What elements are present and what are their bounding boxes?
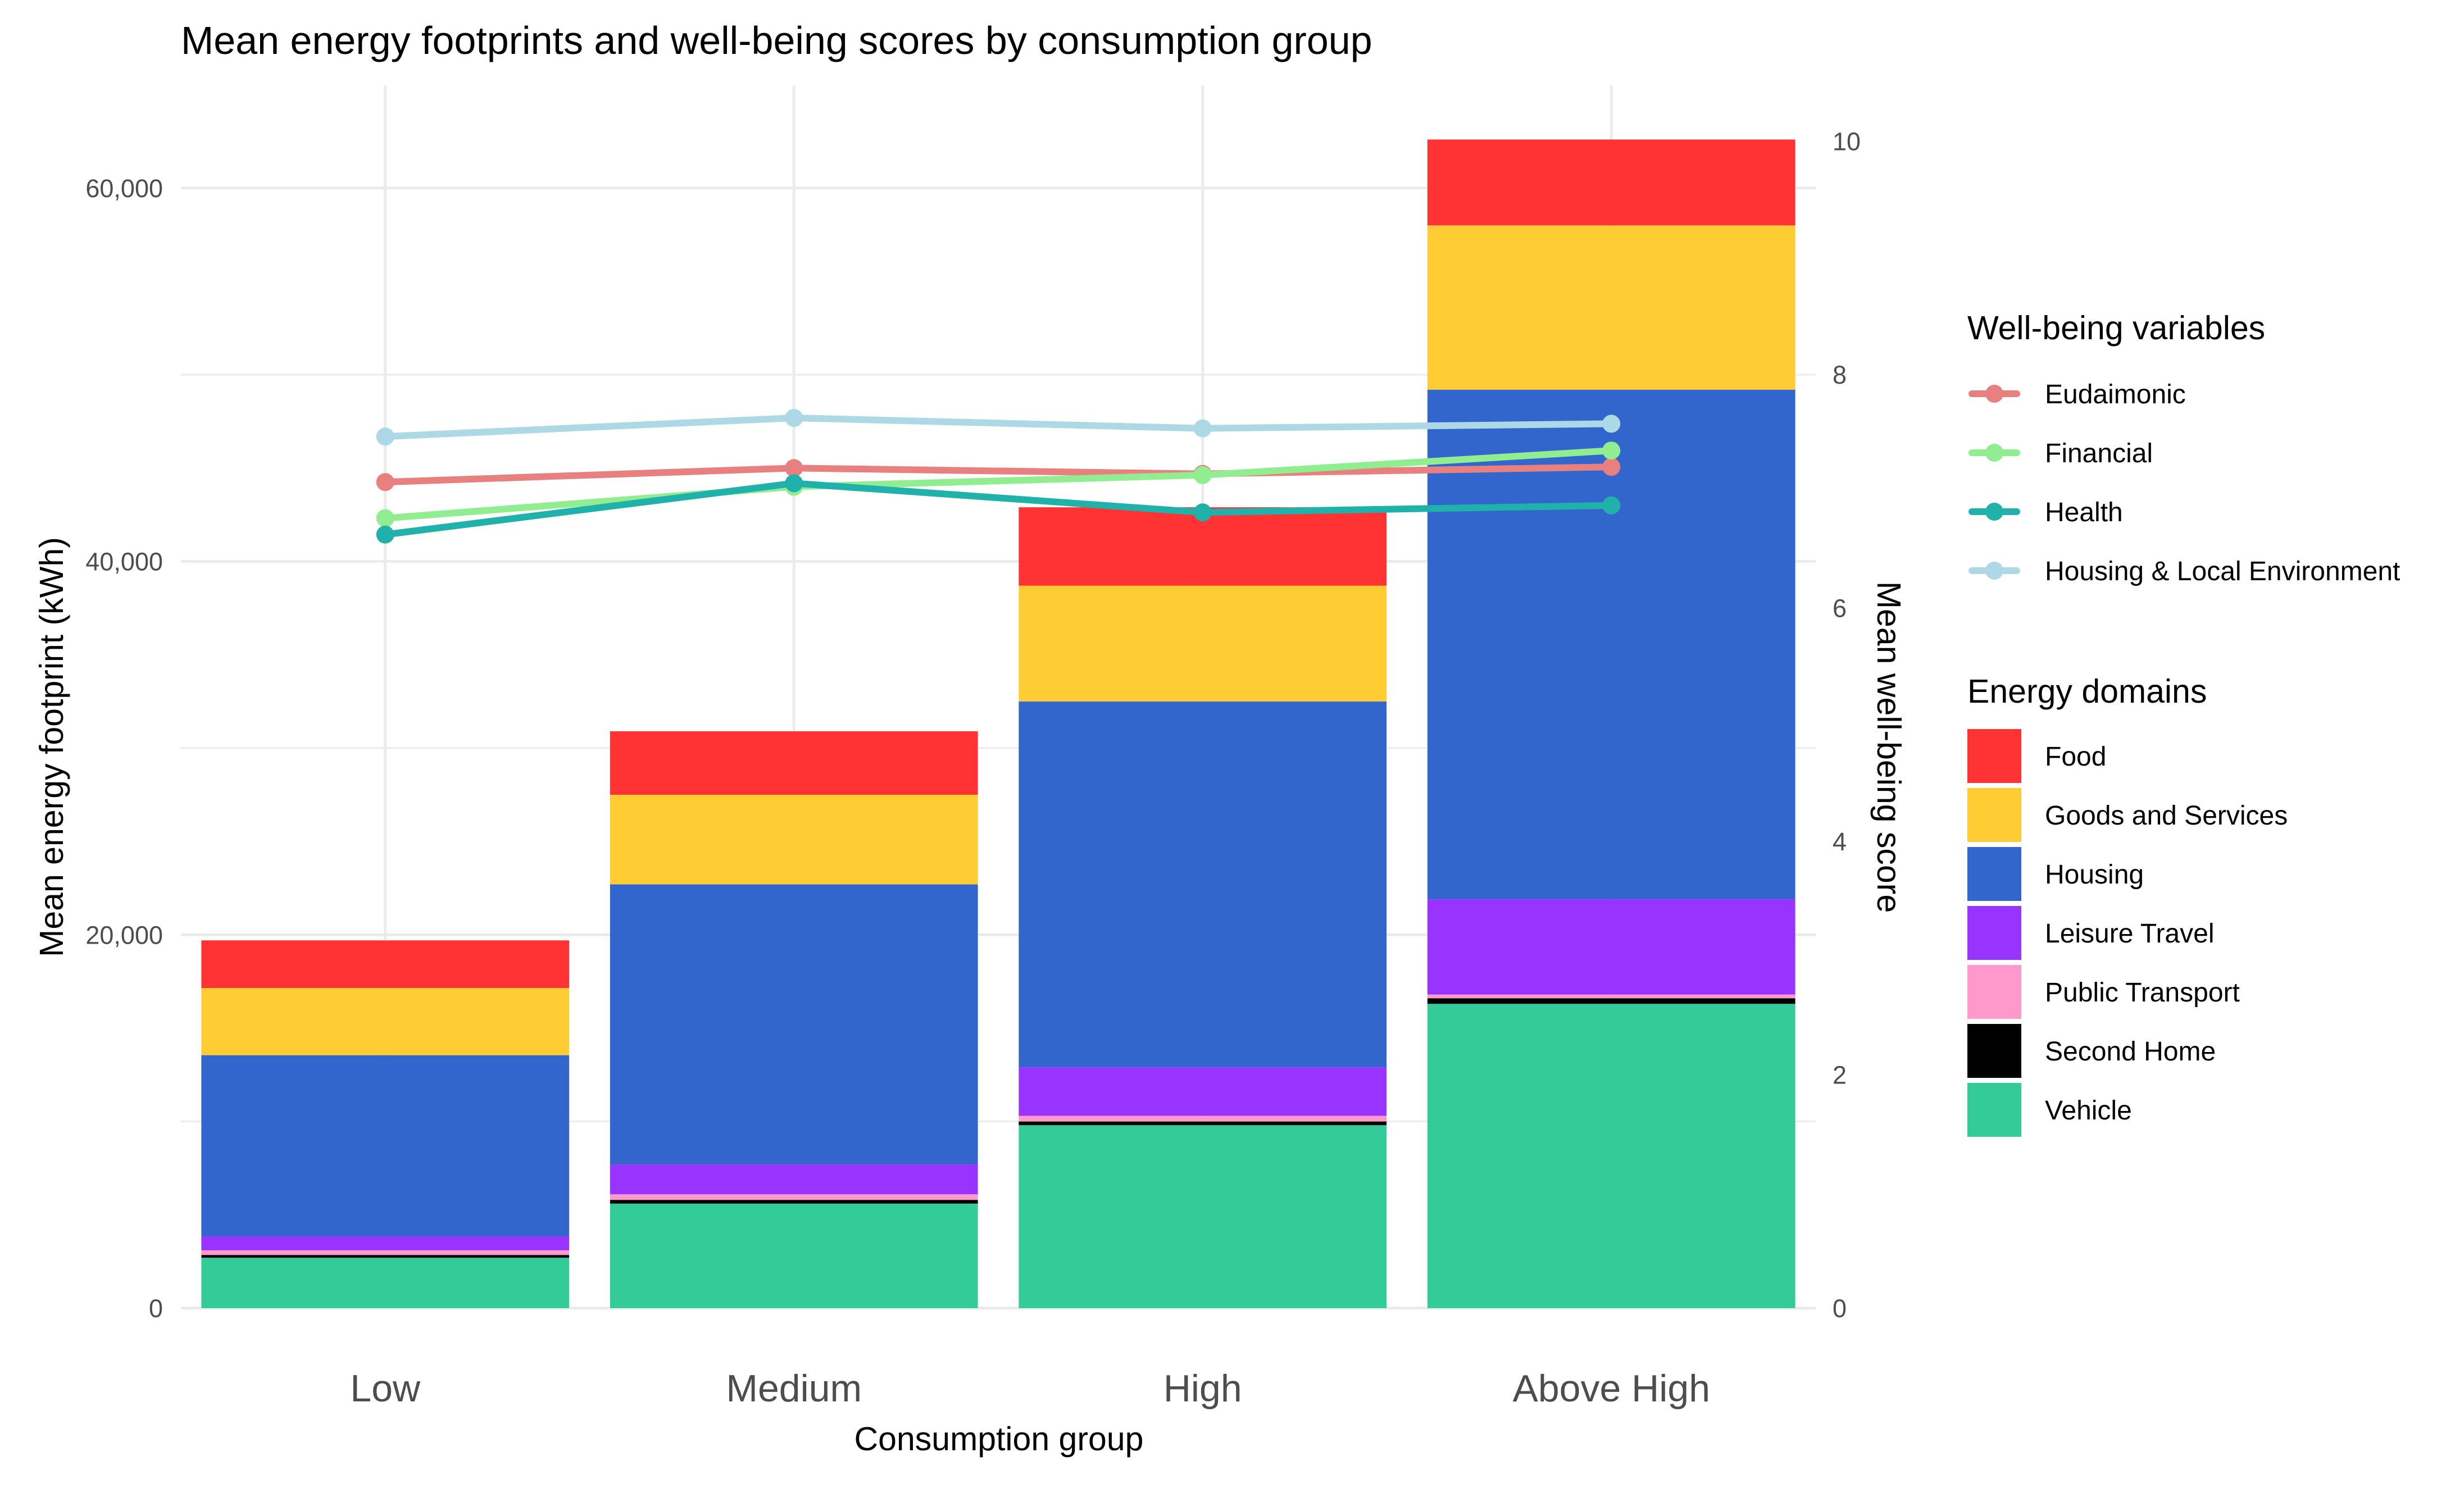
point-eudaimonic-above-high: [1602, 458, 1621, 476]
bar-leisure-travel-high: [1019, 1067, 1387, 1116]
legend-well-being: Well-being variables Eudaimonic Financial…: [1967, 309, 2400, 586]
legend-swatch-label: Food: [2045, 742, 2106, 772]
legend-line-label: Financial: [2045, 439, 2153, 468]
bar-vehicle-high: [1019, 1125, 1387, 1308]
point-eudaimonic-low: [376, 473, 394, 491]
bar-housing-medium: [610, 884, 978, 1165]
legend-swatch-label: Leisure Travel: [2045, 919, 2214, 949]
legend-line-point: [1985, 444, 2003, 462]
y-axis-ticks: 0 20,000 40,000 60,000: [85, 174, 163, 1323]
legend-energy-domains: Energy domains Food Goods and Services Hou…: [1967, 673, 2288, 1137]
legend-swatch: [1967, 1083, 2021, 1137]
legend-line-point: [1985, 385, 2003, 403]
legend-line-point: [1985, 562, 2003, 580]
y2-axis-title: Mean well-being score: [1870, 581, 1907, 913]
bar-leisure-travel-low: [201, 1236, 570, 1250]
point-eudaimonic-medium: [785, 459, 803, 477]
legend-line-label: Health: [2045, 498, 2123, 527]
legend-swatch-label: Housing: [2045, 860, 2144, 890]
legend-swatch-label: Goods and Services: [2045, 801, 2288, 831]
legend-line-label: Housing & Local Environment: [2045, 557, 2400, 586]
bar-second-home-above-high: [1427, 998, 1795, 1004]
bars: [201, 139, 1795, 1308]
x-axis-title: Consumption group: [854, 1420, 1144, 1458]
legend-swatch: [1967, 847, 2021, 901]
bar-public-transport-medium: [610, 1194, 978, 1200]
legend-well-being-title: Well-being variables: [1967, 309, 2265, 347]
bar-goods-and-services-high: [1019, 585, 1387, 702]
line-housing-local-environment: [381, 415, 1615, 440]
y-tick-label: 20,000: [85, 921, 163, 949]
bar-housing-high: [1019, 701, 1387, 1068]
y2-axis-ticks: 0 2 4 6 8 10: [1833, 128, 1861, 1323]
y-tick-label: 60,000: [85, 174, 163, 203]
y2-tick-label: 0: [1833, 1294, 1847, 1323]
line-health: [381, 480, 1615, 538]
x-tick-label: Medium: [726, 1367, 862, 1410]
point-financial-low: [376, 509, 394, 527]
bar-vehicle-above-high: [1427, 1004, 1795, 1308]
bar-food-medium: [610, 731, 978, 795]
legend-swatch: [1967, 965, 2021, 1019]
legend-line-label: Eudaimonic: [2045, 380, 2186, 409]
bar-public-transport-low: [201, 1250, 570, 1255]
point-housing-local-environment-high: [1193, 419, 1212, 438]
legend-line-point: [1985, 503, 2003, 521]
legend-swatch: [1967, 788, 2021, 842]
y-axis-title: Mean energy footprint (kWh): [33, 537, 70, 957]
bar-food-above-high: [1427, 139, 1795, 226]
bar-vehicle-low: [201, 1258, 570, 1308]
line-eudaimonic: [381, 463, 1615, 486]
legend-swatch-label: Public Transport: [2045, 978, 2240, 1008]
point-health-high: [1193, 503, 1212, 522]
y2-tick-label: 10: [1833, 128, 1861, 156]
bar-second-home-high: [1019, 1121, 1387, 1126]
bar-leisure-travel-above-high: [1427, 899, 1795, 995]
bar-goods-and-services-medium: [610, 794, 978, 885]
point-health-medium: [785, 474, 803, 493]
point-housing-local-environment-above-high: [1602, 415, 1621, 433]
x-tick-label: Above High: [1512, 1367, 1710, 1410]
x-tick-label: High: [1163, 1367, 1242, 1410]
bar-goods-and-services-low: [201, 987, 570, 1055]
bar-public-transport-high: [1019, 1115, 1387, 1122]
bar-public-transport-above-high: [1427, 994, 1795, 999]
bar-food-low: [201, 940, 570, 988]
y-tick-label: 0: [149, 1294, 163, 1323]
bar-second-home-medium: [610, 1200, 978, 1204]
legend-energy-domains-title: Energy domains: [1967, 673, 2207, 710]
y2-tick-label: 6: [1833, 594, 1847, 623]
y-tick-label: 40,000: [85, 548, 163, 576]
y2-tick-label: 4: [1833, 827, 1847, 856]
y2-tick-label: 8: [1833, 361, 1847, 389]
bar-leisure-travel-medium: [610, 1164, 978, 1195]
y2-tick-label: 2: [1833, 1061, 1847, 1090]
legend-swatch: [1967, 729, 2021, 783]
x-tick-label: Low: [350, 1367, 421, 1410]
line-financial: [381, 447, 1615, 522]
lines: [376, 409, 1621, 544]
point-financial-above-high: [1602, 441, 1621, 460]
point-health-low: [376, 525, 394, 544]
bar-vehicle-medium: [610, 1203, 978, 1308]
bar-goods-and-services-above-high: [1427, 225, 1795, 390]
point-housing-local-environment-medium: [785, 409, 803, 427]
legend-swatch-label: Vehicle: [2045, 1096, 2132, 1126]
point-health-above-high: [1602, 496, 1621, 514]
legend-swatch: [1967, 1024, 2021, 1078]
chart-title: Mean energy footprints and well-being sc…: [181, 19, 1372, 62]
point-housing-local-environment-low: [376, 427, 394, 446]
bar-housing-low: [201, 1055, 570, 1237]
legend-swatch-label: Second Home: [2045, 1037, 2216, 1067]
point-financial-high: [1193, 466, 1212, 484]
bar-second-home-low: [201, 1255, 570, 1258]
legend-swatch: [1967, 906, 2021, 960]
x-axis-ticks: Low Medium High Above High: [350, 1367, 1710, 1410]
